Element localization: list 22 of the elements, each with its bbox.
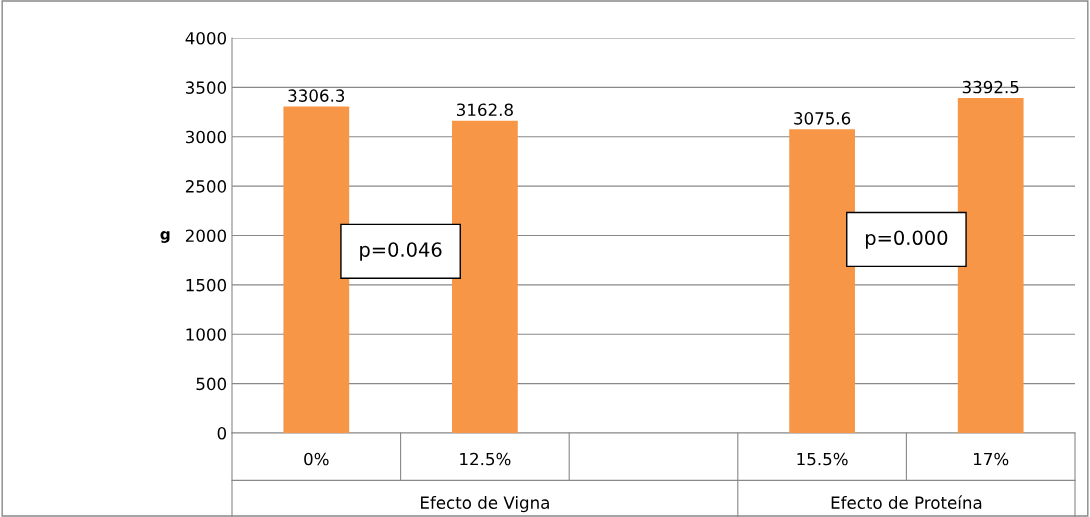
y-tick-label: 4000 [185,31,227,45]
data-label: 3075.6 [794,112,851,125]
annotation: p=0.046 [360,242,442,261]
x-tick-label: 15.5% [797,452,848,466]
y-tick-label: 0 [217,426,227,440]
x-tick-label: 12.5% [460,452,511,466]
y-axis-title: g [160,231,170,243]
text: Efecto de Vigna [421,496,549,513]
y-tick-label: 2500 [185,180,227,193]
data-label: 3392.5 [962,80,1019,94]
y-tick-label: 3000 [185,130,227,144]
text: Efecto de Proteína [831,495,982,509]
data-label: 3162.8 [457,103,513,117]
annotation: p=0.000 [866,230,948,249]
y-tick-label: 1500 [186,278,227,292]
data-label: 3306.3 [288,89,345,102]
y-tick-label: 2000 [185,229,227,243]
y-tick-label: 1000 [186,328,227,341]
x-tick-label: 17% [974,452,1009,466]
y-tick-label: 500 [196,377,227,391]
x-tick-label: 0% [304,452,329,466]
y-tick-label: 3500 [185,81,227,94]
